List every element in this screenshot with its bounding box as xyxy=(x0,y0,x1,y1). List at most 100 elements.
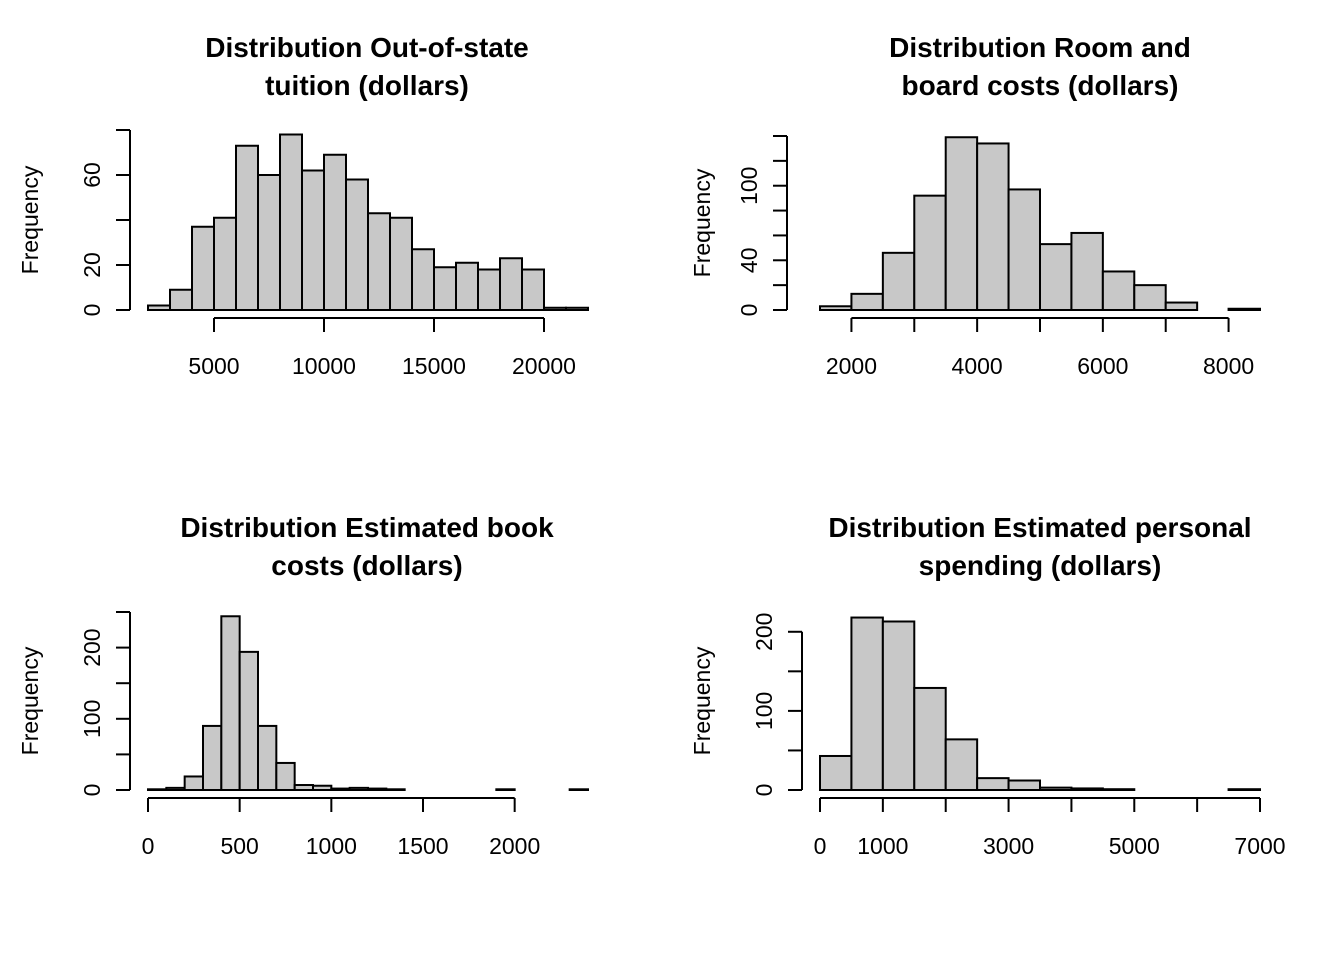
histogram-bar xyxy=(1007,188,1041,311)
histogram-bar xyxy=(323,153,347,311)
x-tick-label: 0 xyxy=(142,833,155,859)
histogram-bar xyxy=(433,266,457,311)
histogram-bar xyxy=(543,306,567,311)
x-tick-label: 7000 xyxy=(1234,833,1285,859)
histogram-bar xyxy=(191,225,215,311)
histogram-bar xyxy=(565,306,589,311)
histogram-bar xyxy=(819,754,853,792)
y-axis-label: Frequency xyxy=(17,646,43,755)
x-tick-label: 10000 xyxy=(292,353,356,379)
x-tick-label: 0 xyxy=(814,833,827,859)
histogram-bar xyxy=(257,174,281,311)
histogram-bar xyxy=(238,650,260,792)
y-tick-label: 100 xyxy=(79,700,105,738)
y-tick-label: 200 xyxy=(751,613,777,651)
chart-title-line: costs (dollars) xyxy=(271,550,462,581)
histogram-bar xyxy=(850,292,884,312)
histogram-bar xyxy=(1133,284,1167,311)
y-tick-label: 40 xyxy=(736,247,762,273)
chart-title-line: Distribution Estimated book xyxy=(180,512,554,543)
histogram-bar xyxy=(850,616,884,791)
histogram-bar xyxy=(301,169,325,311)
histogram-bar xyxy=(913,194,947,312)
histogram-bar xyxy=(257,724,278,791)
chart-title-line: tuition (dollars) xyxy=(265,70,469,101)
histogram-bar xyxy=(1039,243,1073,311)
x-tick-label: 2000 xyxy=(489,833,540,859)
histogram-bar xyxy=(495,788,516,792)
histogram-bar xyxy=(568,788,590,792)
histogram-bar xyxy=(348,786,369,792)
chart-title-line: Distribution Out-of-state xyxy=(205,32,529,63)
histogram-bar xyxy=(213,216,237,311)
chart-title-line: Distribution Room and xyxy=(889,32,1191,63)
y-axis-label: Frequency xyxy=(689,646,715,755)
histogram-bar xyxy=(1101,788,1136,791)
panel-book-costs: Distribution Estimated book costs (dollar… xyxy=(17,512,590,859)
histogram-bar xyxy=(169,288,193,311)
x-tick-label: 5000 xyxy=(188,353,239,379)
panel-room-and-board: Distribution Room and board costs (dollar… xyxy=(689,32,1261,379)
y-tick-label: 0 xyxy=(79,784,105,797)
x-tick-label: 1000 xyxy=(857,833,908,859)
x-tick-label: 1000 xyxy=(306,833,357,859)
histogram-bar xyxy=(367,787,388,791)
histogram-bar xyxy=(312,784,333,792)
x-tick-label: 500 xyxy=(220,833,258,859)
histogram-bar xyxy=(1070,787,1104,792)
y-tick-label: 100 xyxy=(751,692,777,730)
histogram-bar xyxy=(1070,231,1104,311)
histogram-bar xyxy=(275,761,296,791)
histogram-bar xyxy=(499,257,523,311)
y-tick-label: 0 xyxy=(79,304,105,317)
x-tick-label: 20000 xyxy=(512,353,576,379)
histogram-bar xyxy=(1007,779,1041,791)
x-tick-label: 2000 xyxy=(826,353,877,379)
histogram-bar xyxy=(165,786,186,792)
histogram-bar xyxy=(477,268,501,311)
x-tick-label: 15000 xyxy=(402,353,466,379)
panel-personal-spending: Distribution Estimated personal spending … xyxy=(689,512,1286,859)
y-tick-label: 0 xyxy=(751,784,777,797)
y-tick-label: 200 xyxy=(79,628,105,666)
histogram-bar xyxy=(293,784,314,791)
histogram-bar xyxy=(944,136,979,311)
y-axis-label: Frequency xyxy=(17,165,43,274)
x-tick-label: 8000 xyxy=(1203,353,1254,379)
y-tick-label: 60 xyxy=(79,162,105,188)
chart-title-line: Distribution Estimated personal xyxy=(828,512,1251,543)
histogram-bar xyxy=(976,777,1010,792)
histogram-bar xyxy=(976,142,1010,311)
histogram-bar xyxy=(330,787,351,791)
histogram-bar xyxy=(385,788,406,792)
x-tick-label: 1500 xyxy=(397,833,448,859)
histogram-bar xyxy=(1039,786,1073,791)
histogram-bar xyxy=(913,686,947,791)
histogram-bar xyxy=(881,251,916,311)
y-axis-label: Frequency xyxy=(689,168,715,277)
y-tick-label: 20 xyxy=(79,252,105,278)
y-tick-label: 0 xyxy=(736,304,762,317)
histogram-bar xyxy=(455,261,479,311)
x-tick-label: 4000 xyxy=(952,353,1003,379)
histogram-bar xyxy=(279,133,303,311)
x-tick-label: 3000 xyxy=(983,833,1034,859)
histogram-bar xyxy=(183,775,205,791)
histogram-bar xyxy=(1227,788,1261,791)
histogram-bar xyxy=(819,305,853,311)
histogram-bar xyxy=(881,620,916,792)
x-tick-label: 5000 xyxy=(1109,833,1160,859)
histogram-bar xyxy=(1101,270,1136,312)
chart-title-line: board costs (dollars) xyxy=(902,70,1179,101)
histogram-bar xyxy=(944,738,979,792)
chart-title-line: spending (dollars) xyxy=(919,550,1162,581)
histogram-bar xyxy=(235,144,259,311)
histogram-bar xyxy=(521,268,545,311)
histogram-bar xyxy=(367,212,391,311)
histogram-bar xyxy=(389,216,413,311)
histogram-bar xyxy=(345,178,369,311)
y-tick-label: 100 xyxy=(736,167,762,205)
panel-out-of-state-tuition: Distribution Out-of-state tuition (dollar… xyxy=(17,32,589,379)
histogram-bar xyxy=(1227,307,1261,311)
